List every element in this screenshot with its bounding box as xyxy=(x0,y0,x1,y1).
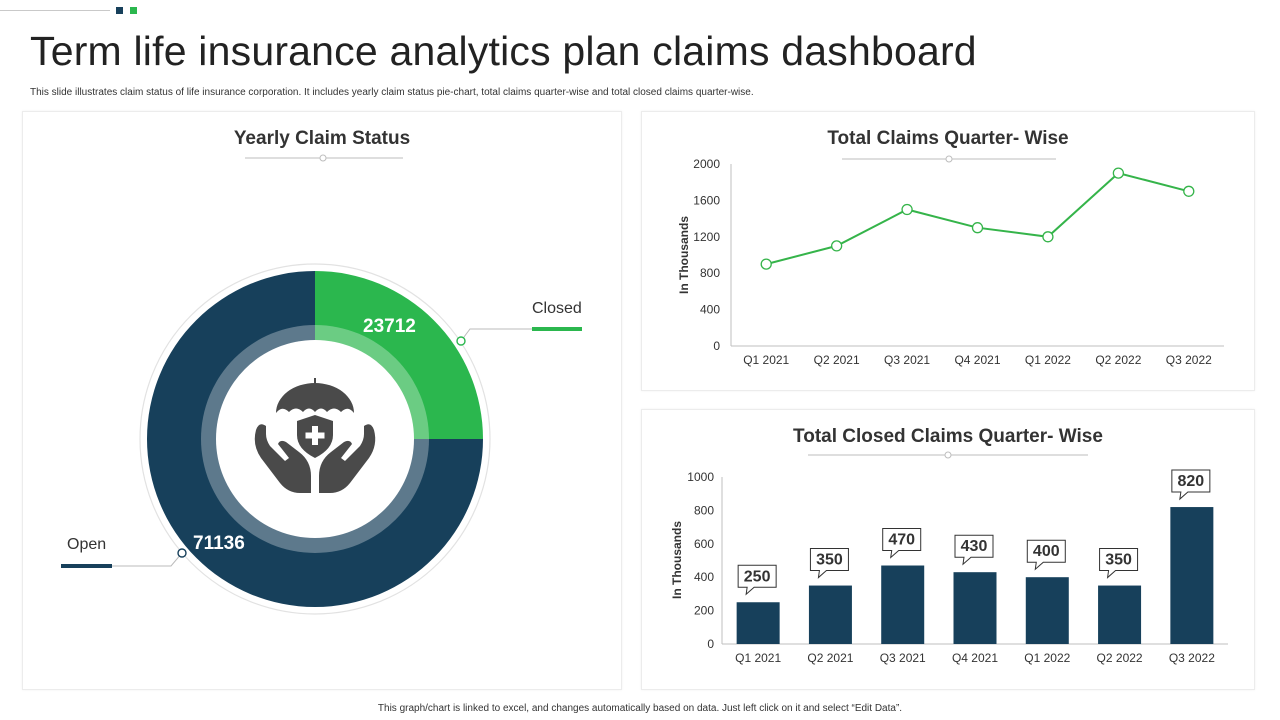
pie-chart-title: Yearly Claim Status xyxy=(233,128,411,149)
page-subtitle: This slide illustrates claim status of l… xyxy=(30,87,754,98)
line-y-tick-label: 1600 xyxy=(693,193,720,207)
bar-value-label: 350 xyxy=(816,552,843,569)
line-x-tick-label: Q3 2022 xyxy=(1166,353,1212,367)
line-point xyxy=(830,240,843,252)
bar xyxy=(953,572,997,644)
closed-claims-panel: Total Closed Claims Quarter- Wise In Tho… xyxy=(641,409,1255,690)
bar-x-tick-label: Q1 2022 xyxy=(1024,651,1070,665)
open-leader-line xyxy=(61,548,187,568)
bar xyxy=(1025,577,1069,644)
bar-value-label: 350 xyxy=(1105,552,1132,569)
line-y-axis-label: In Thousands xyxy=(677,216,691,294)
bar xyxy=(736,602,780,644)
line-y-tick-label: 2000 xyxy=(693,157,720,171)
line-x-tick-label: Q3 2021 xyxy=(884,353,930,367)
bar-value-label: 250 xyxy=(744,568,771,585)
bar-y-tick-label: 400 xyxy=(694,570,714,584)
bar-y-tick-label: 600 xyxy=(694,537,714,551)
line-x-tick-label: Q2 2021 xyxy=(814,353,860,367)
bar-y-axis-label: In Thousands xyxy=(670,521,684,599)
pie-outer-ring xyxy=(139,263,491,615)
bar-value-callout xyxy=(1026,539,1066,571)
bar xyxy=(1098,585,1142,644)
bar xyxy=(881,565,925,644)
line-x-tick-label: Q1 2022 xyxy=(1025,353,1071,367)
bar xyxy=(808,585,852,644)
yearly-claim-status-panel: Yearly Claim Status Closed xyxy=(22,111,622,690)
pie-value-label-open: 71136 xyxy=(193,533,245,554)
pie-value-label-closed: 23712 xyxy=(363,316,416,337)
line-chart-svg: In Thousands 0 400 800 1200 1600 2000 Q1 2021 Q… xyxy=(677,155,1224,367)
decorative-top-line xyxy=(0,10,110,11)
bar-chart-svg: In Thousands 0 200 400 600 800 1000 Q1 2021 Q2 … xyxy=(670,451,1228,665)
bar-value-callout xyxy=(1171,469,1211,501)
bar-value-label: 430 xyxy=(961,538,988,555)
decorative-navy-square xyxy=(116,7,123,14)
bar-value-callout xyxy=(737,564,777,596)
umbrella-hands-shield-icon xyxy=(254,378,376,493)
line-point xyxy=(1042,231,1054,243)
line-chart-title: Total Claims Quarter- Wise xyxy=(827,128,1069,149)
bar-x-tick-label: Q3 2021 xyxy=(880,651,926,665)
bar-x-tick-label: Q1 2021 xyxy=(735,651,781,665)
bar-x-tick-label: Q2 2022 xyxy=(1097,651,1143,665)
bar-y-tick-label: 800 xyxy=(694,503,714,517)
line-y-tick-label: 400 xyxy=(700,303,720,317)
line-point xyxy=(1112,167,1125,179)
pie-legend-closed: Closed xyxy=(532,300,582,317)
title-underline xyxy=(842,155,1056,163)
pie-chart-svg: Closed Open 23712 71136 xyxy=(61,154,582,615)
bar-value-label: 470 xyxy=(888,532,915,549)
pie-legend-open: Open xyxy=(67,536,106,553)
bar-y-tick-label: 200 xyxy=(694,604,714,618)
bar-chart-title: Total Closed Claims Quarter- Wise xyxy=(793,426,1103,447)
line-y-tick-label: 1200 xyxy=(693,230,720,244)
line-point xyxy=(901,203,913,216)
line-point xyxy=(1183,185,1195,197)
bar-y-tick-label: 1000 xyxy=(687,470,714,484)
bar-value-callout xyxy=(809,548,849,579)
bar-value-callout xyxy=(954,534,994,566)
bar-value-callout xyxy=(1099,548,1139,579)
bar-y-tick-label: 0 xyxy=(707,637,714,651)
line-y-tick-label: 0 xyxy=(713,339,720,353)
line-x-tick-label: Q2 2022 xyxy=(1095,353,1141,367)
bar-value-label: 400 xyxy=(1033,543,1060,560)
bar-x-tick-label: Q3 2022 xyxy=(1169,651,1215,665)
footer-note: This graph/chart is linked to excel, and… xyxy=(377,703,903,714)
decorative-green-square xyxy=(130,7,137,14)
line-x-tick-label: Q4 2021 xyxy=(954,353,1000,367)
page-title: Term life insurance analytics plan claim… xyxy=(30,28,977,74)
bar-x-tick-label: Q2 2021 xyxy=(807,651,853,665)
closed-leader-line xyxy=(456,327,582,346)
title-underline xyxy=(245,154,403,162)
bar xyxy=(1170,507,1214,644)
bar-value-label: 820 xyxy=(1178,473,1205,490)
total-claims-panel: Total Claims Quarter- Wise In Thousands … xyxy=(641,111,1255,391)
title-underline xyxy=(808,451,1088,459)
bar-x-tick-label: Q4 2021 xyxy=(952,651,998,665)
line-series-claims xyxy=(765,171,1190,266)
line-point xyxy=(760,258,772,270)
bar-value-callout xyxy=(882,528,922,559)
line-point xyxy=(971,222,984,234)
line-y-tick-label: 800 xyxy=(700,266,720,280)
line-x-tick-label: Q1 2021 xyxy=(743,353,789,367)
